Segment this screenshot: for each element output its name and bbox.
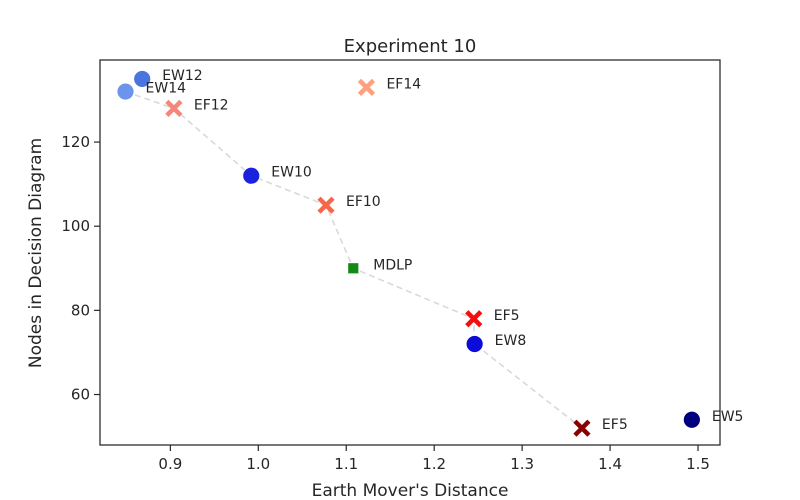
point-marker-ew8 (465, 335, 484, 353)
x-tick-label: 1.0 (246, 455, 270, 473)
chart-title: Experiment 10 (344, 36, 477, 57)
x-tick-label: 1.2 (422, 455, 446, 473)
pareto-line (125, 90, 583, 429)
point-marker-ew10 (242, 166, 261, 185)
point-label: EW12 (162, 68, 203, 84)
point-label: EF5 (494, 308, 520, 324)
x-tick-label: 1.5 (686, 455, 710, 473)
axes-frame (99, 59, 721, 446)
point-marker-mdlp (347, 262, 360, 275)
x-tick-label: 1.1 (334, 455, 358, 473)
y-tick-label: 60 (71, 386, 90, 404)
point-label: EW8 (495, 333, 527, 349)
x-axis-label: Earth Mover's Distance (312, 481, 509, 500)
point-marker-ef5 (465, 310, 483, 328)
x-tick-label: 1.3 (510, 455, 534, 473)
y-tick-label: 100 (61, 217, 90, 235)
point-label: EF12 (194, 97, 229, 113)
point-label: EF10 (346, 194, 381, 210)
point-label: EF14 (386, 76, 421, 92)
point-label: MDLP (373, 257, 412, 273)
x-tick-label: 1.4 (598, 455, 622, 473)
point-marker-ew12 (133, 70, 152, 88)
point-marker-ew14 (116, 82, 135, 101)
y-axis-label: Nodes in Decision Diagram (26, 138, 46, 368)
point-marker-ew5 (682, 410, 701, 429)
point-marker-ef5 (573, 419, 591, 437)
y-tick-label: 80 (71, 301, 90, 319)
point-label: EW14 (146, 81, 187, 97)
y-tick-label: 120 (61, 133, 90, 151)
point-label: EW10 (271, 165, 312, 181)
x-tick-label: 0.9 (158, 455, 182, 473)
point-marker-ef14 (357, 78, 376, 96)
point-label: EF5 (602, 417, 628, 433)
point-marker-ef10 (317, 196, 335, 214)
point-marker-ef12 (165, 99, 183, 117)
point-label: EW5 (712, 409, 744, 425)
